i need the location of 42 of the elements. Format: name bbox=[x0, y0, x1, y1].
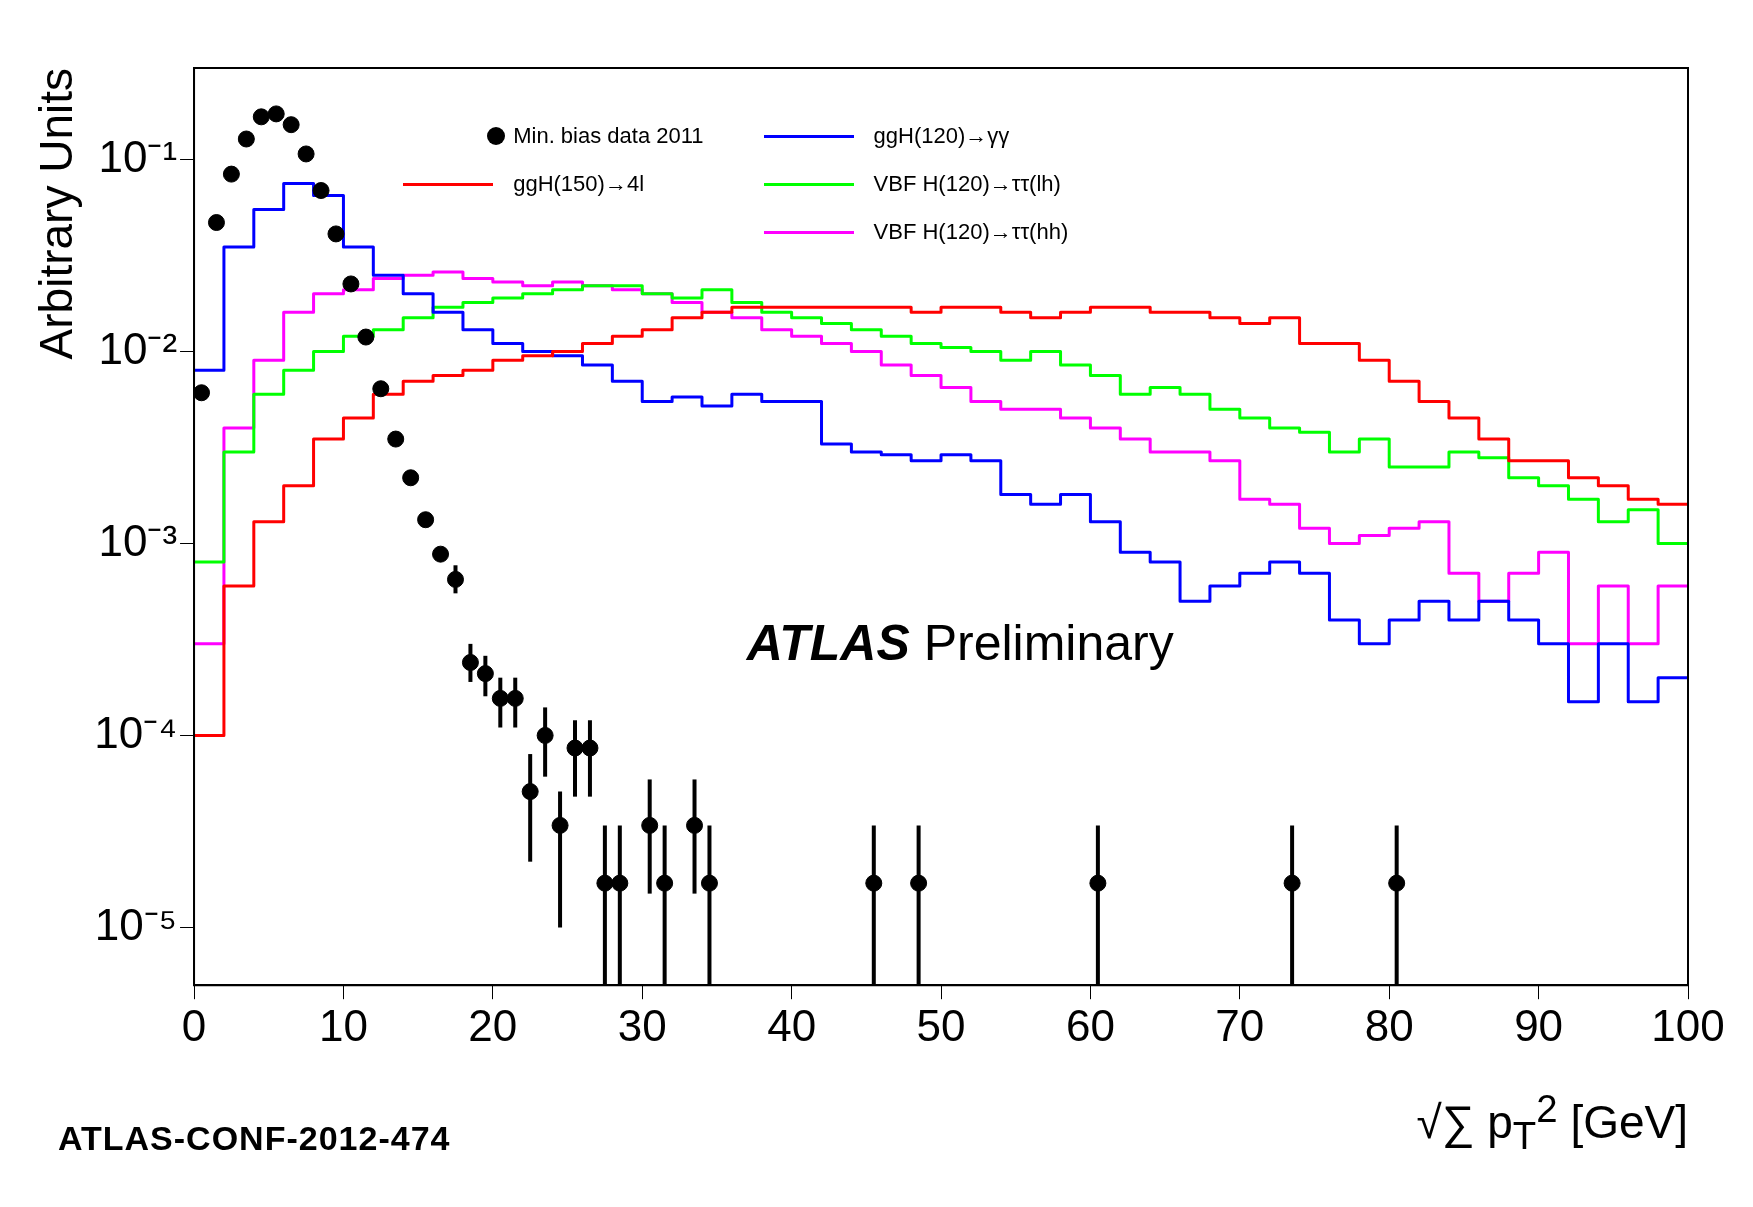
point bbox=[312, 182, 330, 200]
x-axis-title: √∑ p$_{T}$$^{2}$ [GeV] bbox=[1416, 1087, 1688, 1158]
x-tick-label: 80 bbox=[1364, 1000, 1414, 1050]
legend-label: VBF H(120)→ττ(hh) bbox=[873, 219, 1069, 246]
legend-label: ggH(150)→4l bbox=[513, 171, 645, 198]
point bbox=[282, 116, 300, 134]
point bbox=[387, 430, 405, 448]
point bbox=[237, 130, 255, 148]
x-tick-label: 100 bbox=[1651, 1000, 1725, 1050]
legend-label: ggH(120)→γγ bbox=[873, 123, 1010, 150]
point bbox=[297, 145, 315, 163]
point bbox=[342, 275, 360, 293]
y-tick-label: 10⁻¹ bbox=[98, 131, 178, 181]
y-tick-label: 10⁻⁴ bbox=[94, 707, 178, 757]
point bbox=[417, 511, 435, 529]
x-tick-label: 0 bbox=[181, 1000, 207, 1050]
point bbox=[402, 469, 420, 487]
point bbox=[267, 105, 285, 123]
x-tick-label: 50 bbox=[916, 1000, 966, 1050]
y-axis-title: Arbitrary Units bbox=[30, 68, 83, 360]
y-tick-label: 10⁻² bbox=[98, 323, 178, 373]
annotation: ATLAS Preliminary bbox=[744, 614, 1174, 671]
x-tick-label: 30 bbox=[617, 1000, 667, 1050]
point bbox=[222, 165, 240, 183]
point bbox=[432, 545, 450, 563]
point bbox=[327, 225, 345, 243]
point bbox=[357, 328, 375, 346]
x-tick-label: 60 bbox=[1065, 1000, 1115, 1050]
x-tick-label: 20 bbox=[468, 1000, 518, 1050]
legend-label: VBF H(120)→ττ(lh) bbox=[873, 171, 1061, 198]
legend-label: Min. bias data 2011 bbox=[513, 123, 704, 150]
point bbox=[207, 214, 225, 232]
point bbox=[194, 384, 211, 402]
x-tick-label: 70 bbox=[1215, 1000, 1265, 1050]
y-tick-label: 10⁻⁵ bbox=[94, 899, 178, 949]
y-tick-label: 10⁻³ bbox=[98, 515, 178, 565]
x-tick-label: 10 bbox=[318, 1000, 368, 1050]
text: ATLAS-CONF-2012-474 bbox=[58, 1119, 451, 1158]
point bbox=[372, 380, 390, 398]
x-tick-label: 90 bbox=[1514, 1000, 1564, 1050]
x-tick-label: 40 bbox=[767, 1000, 817, 1050]
point bbox=[252, 108, 270, 126]
